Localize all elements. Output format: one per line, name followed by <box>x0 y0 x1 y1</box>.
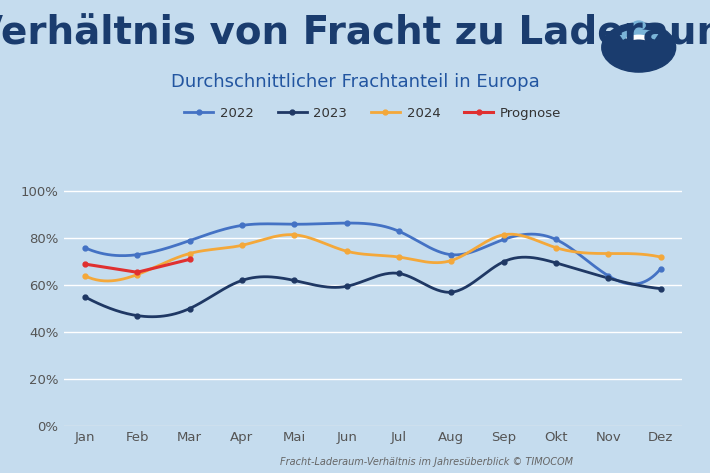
Text: Fracht-Laderaum-Verhältnis im Jahresüberblick © TIMOCOM: Fracht-Laderaum-Verhältnis im Jahresüber… <box>280 457 572 467</box>
Text: Verhältnis von Fracht zu Laderaum: Verhältnis von Fracht zu Laderaum <box>0 14 710 52</box>
Circle shape <box>602 23 676 72</box>
Circle shape <box>633 21 645 30</box>
Legend: 2022, 2023, 2024, Prognose: 2022, 2023, 2024, Prognose <box>179 102 567 125</box>
Text: Durchschnittlicher Frachtanteil in Europa: Durchschnittlicher Frachtanteil in Europ… <box>170 73 540 91</box>
